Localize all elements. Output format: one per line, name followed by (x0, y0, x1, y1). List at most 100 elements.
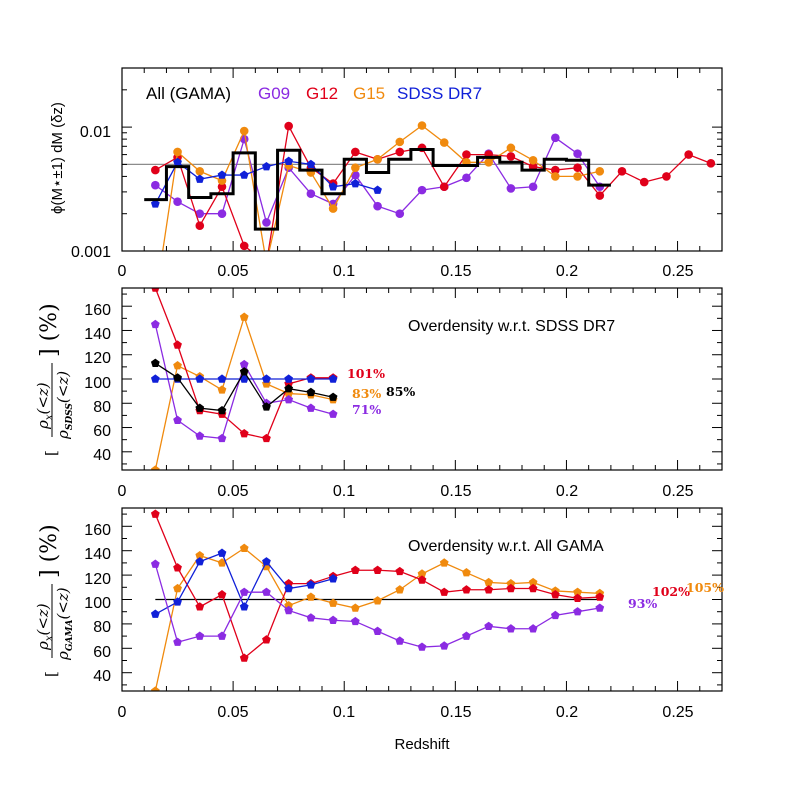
y-tick-label: 0.01 (80, 124, 111, 141)
series-all-gama (150, 358, 338, 415)
point-g09 (462, 631, 471, 640)
numerator: ρx(<z) (34, 382, 55, 430)
point-g15 (239, 126, 249, 136)
point-g12 (284, 121, 293, 131)
y-tick-label: 60 (93, 423, 111, 440)
point-g15 (217, 558, 227, 567)
point-g12 (417, 575, 427, 584)
point-g15 (595, 166, 605, 176)
x-tick-label: 0.2 (556, 263, 578, 280)
legend-all-gama: All (GAMA) (146, 84, 231, 103)
point-all-gama (284, 384, 294, 393)
numerator: ρx(<z) (34, 603, 55, 651)
point-g12 (173, 340, 182, 349)
point-g12 (662, 172, 671, 181)
point-g15 (217, 385, 227, 394)
panel-title: Overdensity w.r.t. All GAMA (408, 538, 604, 555)
tick-marks (121, 508, 723, 691)
x-tick-label: 0.05 (217, 704, 248, 721)
x-tick-label: 0.25 (662, 704, 693, 721)
y-axis-label: [ ρx(<z) ρGAMA(<z) ] (%) (34, 524, 75, 677)
point-g15 (195, 166, 205, 176)
x-tick-label: 0.15 (440, 483, 471, 500)
point-g15 (417, 569, 427, 578)
y-tick-labels: 40 60 80 100 120 140 160 (84, 522, 111, 685)
x-tick-label: 0.15 (440, 263, 471, 280)
y-tick-label: 60 (93, 644, 111, 661)
point-g15 (439, 558, 449, 567)
point-g09 (373, 201, 382, 211)
point-g12 (217, 182, 227, 192)
point-g15 (506, 143, 516, 153)
y-tick-label: 120 (84, 571, 111, 588)
point-g15 (173, 361, 182, 370)
point-g09 (417, 642, 427, 651)
point-g12 (195, 602, 205, 611)
point-g15 (350, 603, 360, 612)
end-label-all-gama: 85% (386, 384, 415, 399)
point-g15 (306, 592, 316, 601)
y-tick-label: 40 (93, 447, 111, 464)
x-tick-labels: 0 0.05 0.1 0.15 0.2 0.25 (118, 483, 694, 500)
point-g15 (417, 121, 427, 130)
point-g09 (328, 409, 338, 418)
point-g09 (417, 185, 427, 195)
point-g09 (484, 621, 494, 631)
point-g15 (284, 601, 294, 610)
y-axis-label: ϕ(M⋆±1) dM (δz) (49, 102, 66, 214)
series-all-gama (144, 147, 611, 231)
point-g12 (351, 147, 360, 157)
legend: All (GAMA) G09 G12 G15 SDSS DR7 (146, 84, 482, 103)
axes-frame (121, 67, 723, 252)
point-g09 (195, 431, 205, 440)
series-g09 (150, 319, 338, 443)
point-g09 (217, 209, 227, 219)
x-tick-label: 0.05 (217, 483, 248, 500)
y-tick-label: 100 (84, 375, 111, 392)
point-g12 (151, 165, 160, 175)
point-g12 (684, 150, 693, 159)
point-g09 (150, 559, 160, 568)
point-sdss-dr7 (239, 170, 249, 179)
point-all-gama (150, 358, 160, 367)
point-g09 (173, 197, 182, 206)
point-g12 (639, 177, 649, 187)
denominator: ρSDSS(<z) (54, 371, 75, 440)
point-sdss-dr7 (328, 574, 338, 583)
point-g09 (328, 615, 338, 624)
point-all-gama (195, 403, 205, 412)
point-g15 (528, 577, 538, 587)
point-sdss-dr7 (306, 159, 316, 169)
point-all-gama (328, 392, 338, 401)
point-g09 (151, 180, 160, 190)
point-sdss-dr7 (195, 174, 205, 183)
x-tick-label: 0 (118, 704, 127, 721)
x-tick-label: 0 (118, 263, 127, 280)
series-g12 (150, 509, 605, 662)
point-g15 (462, 568, 471, 577)
series-line-g12 (155, 124, 712, 251)
x-tick-labels: 0 0.05 0.1 0.15 0.2 0.25 (118, 704, 694, 721)
point-g15 (373, 154, 382, 164)
point-g15 (484, 157, 493, 167)
point-g12 (395, 566, 405, 576)
y-tick-label: 160 (84, 302, 111, 319)
point-g09 (395, 636, 405, 645)
point-g09 (173, 415, 182, 424)
point-g15 (528, 155, 538, 165)
point-g12 (462, 150, 471, 159)
series-step-all-gama (144, 147, 611, 231)
point-g12 (173, 563, 182, 572)
point-g12 (550, 590, 560, 599)
point-sdss-dr7 (173, 597, 182, 606)
x-tick-label: 0.25 (662, 483, 693, 500)
point-sdss-dr7 (306, 580, 316, 589)
point-sdss-dr7 (284, 374, 294, 383)
plot-area (150, 288, 338, 470)
tick-marks (121, 288, 723, 470)
point-g09 (195, 631, 205, 640)
point-g09 (150, 319, 160, 329)
point-g15 (573, 172, 582, 181)
legend-g15: G15 (353, 84, 385, 103)
point-g15 (506, 579, 516, 588)
